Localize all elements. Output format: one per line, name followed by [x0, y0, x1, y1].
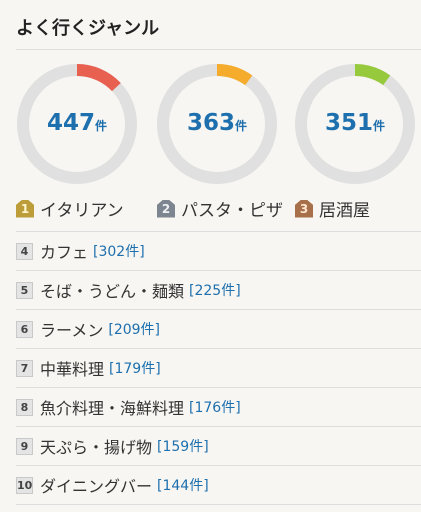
genre-name: カフェ	[40, 243, 89, 262]
list-item[interactable]: 6 ラーメン [209件]	[16, 309, 421, 348]
rank-number-badge: 5	[16, 281, 33, 299]
genre-name: 天ぷら・揚げ物	[40, 438, 153, 457]
list-item[interactable]: 7 中華料理 [179件]	[16, 348, 421, 387]
rank-number-badge: 9	[16, 437, 33, 455]
genre-name: 居酒屋	[319, 201, 370, 221]
rank-1-medal-icon: 1	[16, 199, 34, 218]
genre-count: [302件]	[93, 244, 145, 260]
genre-name: 中華料理	[40, 360, 105, 379]
top3-labels: 1 イタリアン 2 パスタ・ピザ 3 居酒屋	[0, 196, 421, 221]
top3-item-1[interactable]: 1 イタリアン	[16, 196, 124, 221]
list-item[interactable]: 4 カフェ [302件]	[16, 231, 421, 270]
list-item[interactable]: 5 そば・うどん・麺類 [225件]	[16, 270, 421, 309]
genre-count: [179件]	[109, 361, 161, 377]
genre-name: ラーメン	[40, 321, 104, 340]
list-item[interactable]: 10 ダイニングバー [144件]	[16, 465, 421, 505]
genre-name: イタリアン	[40, 201, 124, 221]
rank-number-badge: 8	[16, 398, 33, 416]
rank-number-badge: 10	[16, 476, 33, 494]
donut-rank-1: 447件	[15, 62, 139, 186]
genre-count: [159件]	[157, 439, 209, 455]
genre-count: [209件]	[108, 322, 161, 338]
donut-ring	[17, 64, 137, 184]
top3-item-2[interactable]: 2 パスタ・ピザ	[157, 196, 283, 221]
donut-ring	[295, 64, 415, 184]
donut-arc	[17, 64, 137, 184]
donut-arc	[295, 64, 415, 184]
rank-2-medal-icon: 2	[157, 199, 175, 218]
list-item[interactable]: 8 魚介料理・海鮮料理 [176件]	[16, 387, 421, 426]
donut-count: 363件	[186, 110, 248, 136]
title-divider	[16, 49, 421, 50]
donut-count: 447件	[46, 110, 108, 136]
genre-name: パスタ・ピザ	[181, 201, 283, 221]
top3-item-3[interactable]: 3 居酒屋	[295, 196, 370, 221]
donut-rank-3: 351件	[293, 62, 417, 186]
top3-donut-charts: 447件 363件 351件	[0, 62, 421, 186]
genre-name: 魚介料理・海鮮料理	[40, 399, 185, 418]
rank-number-badge: 6	[16, 320, 33, 338]
genre-name: ダイニングバー	[40, 477, 153, 496]
genre-name: そば・うどん・麺類	[40, 282, 185, 301]
genre-count: [225件]	[189, 283, 241, 299]
rank-number-badge: 7	[16, 359, 33, 377]
rank-number-badge: 4	[16, 242, 33, 260]
genre-count: [144件]	[157, 478, 209, 494]
genre-ranking-list: 4 カフェ [302件] 5 そば・うどん・麺類 [225件] 6 ラーメン […	[16, 231, 421, 505]
donut-ring	[157, 64, 277, 184]
list-item[interactable]: 9 天ぷら・揚げ物 [159件]	[16, 426, 421, 465]
section-title: よく行くジャンル	[16, 18, 160, 39]
rank-3-medal-icon: 3	[295, 199, 313, 218]
donut-count: 351件	[324, 110, 386, 136]
genre-count: [176件]	[189, 400, 241, 416]
donut-arc	[157, 64, 277, 184]
donut-rank-2: 363件	[155, 62, 279, 186]
